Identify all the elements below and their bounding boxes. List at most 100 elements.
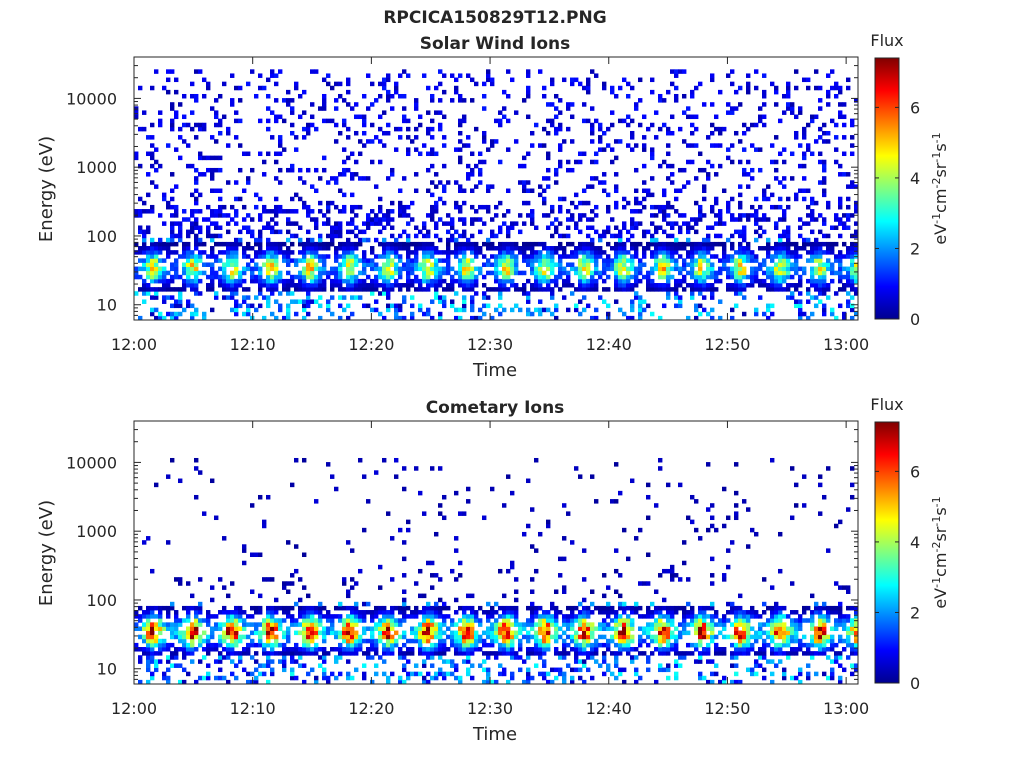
heatmap-cell (490, 287, 495, 292)
heatmap-cell (662, 217, 667, 222)
heatmap-cell (786, 258, 791, 263)
heatmap-cell (506, 246, 511, 251)
heatmap-cell (498, 283, 503, 288)
heatmap-cell (190, 81, 195, 87)
heatmap-cell (178, 618, 183, 623)
heatmap-cell (450, 642, 455, 648)
figure-title: RPCICA150829T12.PNG (383, 8, 606, 28)
heatmap-cell (402, 118, 407, 124)
heatmap-cell (670, 287, 675, 292)
heatmap-cell (370, 246, 375, 251)
heatmap-cell (694, 114, 699, 120)
heatmap-cell (386, 295, 391, 300)
heatmap-cell (510, 254, 515, 259)
heatmap-cell (162, 221, 167, 226)
heatmap-cell (590, 254, 595, 259)
heatmap-cell (766, 307, 771, 313)
heatmap-cell (190, 634, 195, 640)
heatmap-cell (598, 254, 603, 259)
heatmap-cell (458, 560, 463, 566)
heatmap-cell (286, 89, 291, 95)
heatmap-cell (738, 283, 743, 288)
heatmap-cell (406, 614, 411, 619)
heatmap-cell (534, 122, 539, 128)
heatmap-cell (262, 626, 267, 631)
heatmap-cell (438, 299, 443, 304)
heatmap-cell (634, 270, 639, 276)
heatmap-cell (206, 671, 211, 677)
heatmap-cell (602, 188, 607, 194)
heatmap-cell (174, 77, 179, 83)
heatmap-cell (750, 213, 755, 218)
heatmap-cell (414, 126, 419, 132)
heatmap-cell (298, 287, 303, 292)
heatmap-cell (258, 552, 263, 558)
heatmap-cell (690, 114, 695, 120)
heatmap-cell (434, 85, 439, 91)
heatmap-cell (290, 299, 295, 304)
heatmap-cell (430, 278, 435, 284)
heatmap-cell (502, 630, 507, 636)
heatmap-cell (342, 630, 347, 636)
heatmap-cell (382, 143, 387, 148)
heatmap-cell (438, 511, 443, 516)
heatmap-cell (658, 204, 663, 210)
heatmap-cell (146, 172, 151, 177)
heatmap-cell (698, 151, 703, 157)
heatmap-cell (642, 229, 647, 235)
heatmap-cell (442, 200, 447, 206)
heatmap-cell (502, 254, 507, 259)
heatmap-cell (606, 663, 611, 668)
heatmap-cell (850, 250, 855, 255)
heatmap-cell (666, 204, 671, 210)
heatmap-cell (502, 89, 507, 95)
heatmap-cell (274, 196, 279, 202)
heatmap-cell (418, 622, 423, 627)
heatmap-cell (682, 258, 687, 263)
heatmap-cell (146, 246, 151, 251)
heatmap-cell (138, 634, 143, 640)
heatmap-cell (258, 274, 263, 280)
heatmap-cell (398, 647, 403, 652)
heatmap-cell (634, 283, 639, 288)
heatmap-cell (454, 77, 459, 83)
heatmap-cell (266, 254, 271, 259)
heatmap-cell (430, 151, 435, 157)
heatmap-cell (198, 601, 203, 607)
heatmap-cell (178, 577, 183, 582)
heatmap-cell (462, 246, 467, 251)
heatmap-cell (758, 266, 763, 272)
heatmap-cell (738, 204, 743, 210)
heatmap-cell (226, 250, 231, 255)
heatmap-cell (314, 626, 319, 631)
heatmap-cell (606, 667, 611, 673)
heatmap-cell (166, 610, 171, 615)
heatmap-cell (366, 258, 371, 263)
heatmap-cell (302, 241, 307, 247)
heatmap-cell (598, 610, 603, 615)
heatmap-cell (298, 114, 303, 120)
heatmap-cell (246, 229, 251, 235)
heatmap-cell (258, 494, 263, 500)
heatmap-cell (418, 651, 423, 656)
heatmap-cell (510, 675, 515, 681)
heatmap-cell (398, 655, 403, 660)
heatmap-cell (302, 307, 307, 313)
heatmap-cell (146, 647, 151, 652)
heatmap-cell (354, 258, 359, 263)
heatmap-cell (386, 176, 391, 181)
heatmap-cell (346, 135, 351, 140)
heatmap-cell (630, 147, 635, 152)
heatmap-cell (454, 89, 459, 95)
heatmap-cell (694, 217, 699, 222)
heatmap-cell (586, 258, 591, 263)
heatmap-cell (550, 118, 555, 124)
heatmap-cell (350, 254, 355, 259)
heatmap-cell (658, 266, 663, 272)
heatmap-cell (194, 278, 199, 284)
heatmap-cell (278, 151, 283, 157)
heatmap-cell (242, 626, 247, 631)
heatmap-cell (694, 246, 699, 251)
heatmap-cell (258, 630, 263, 636)
heatmap-cell (814, 266, 819, 272)
